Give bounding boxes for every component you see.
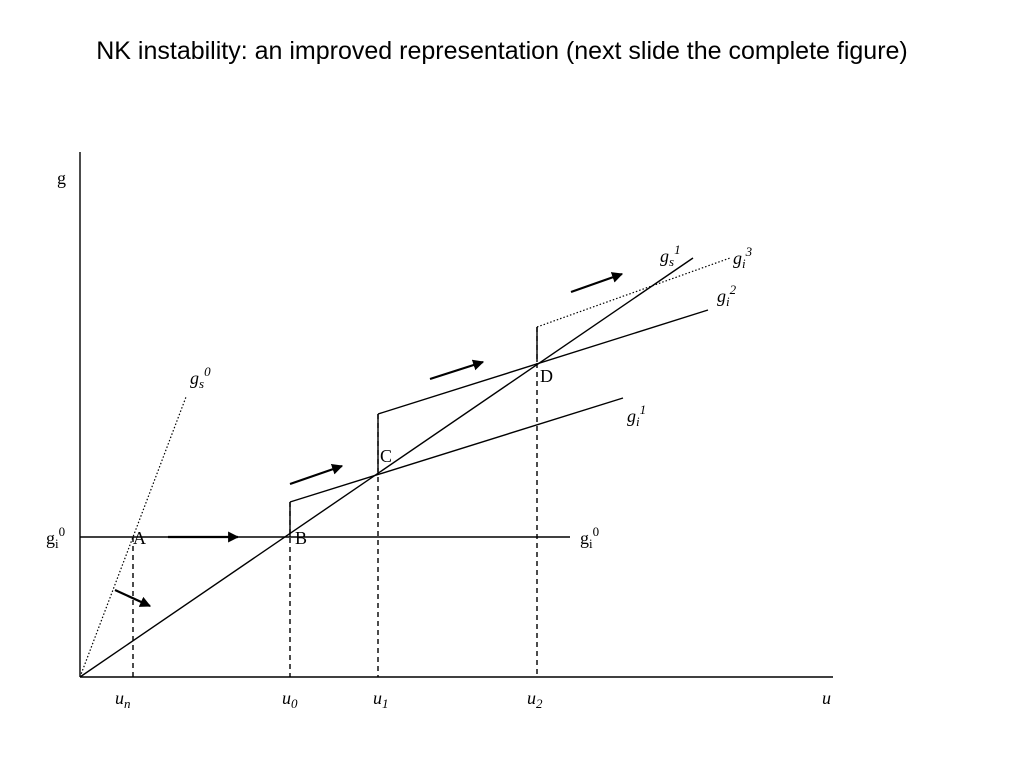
x-tick-label: u2 [527, 688, 543, 711]
curve-label: gi0 [580, 524, 599, 551]
gi2-line [377, 309, 709, 415]
x-tick-label: u0 [282, 688, 298, 711]
x-axis-label: u [822, 688, 831, 708]
arrow [429, 359, 485, 381]
curve-label: gi0 [46, 524, 65, 551]
y-axis-label: g [57, 168, 66, 188]
arrow [289, 464, 344, 486]
curve-label: gs1 [660, 242, 681, 269]
gs0-line [79, 396, 187, 678]
curve-label: gs0 [190, 364, 211, 391]
arrow [114, 588, 152, 608]
point-label: B [295, 528, 307, 548]
curve-label: gi1 [627, 402, 646, 429]
curve-label: gi2 [717, 282, 737, 309]
point-label: D [540, 366, 553, 386]
curve-label: gi3 [733, 244, 753, 271]
point-label: A [133, 528, 146, 548]
gi1-line [289, 397, 624, 503]
arrow [570, 272, 624, 294]
slide-title: NK instability: an improved representati… [96, 37, 908, 65]
gi3-line [536, 257, 731, 328]
point-label: C [380, 446, 392, 466]
gs1-line [79, 257, 694, 678]
x-tick-label: u1 [373, 688, 389, 711]
x-tick-label: un [115, 688, 131, 711]
